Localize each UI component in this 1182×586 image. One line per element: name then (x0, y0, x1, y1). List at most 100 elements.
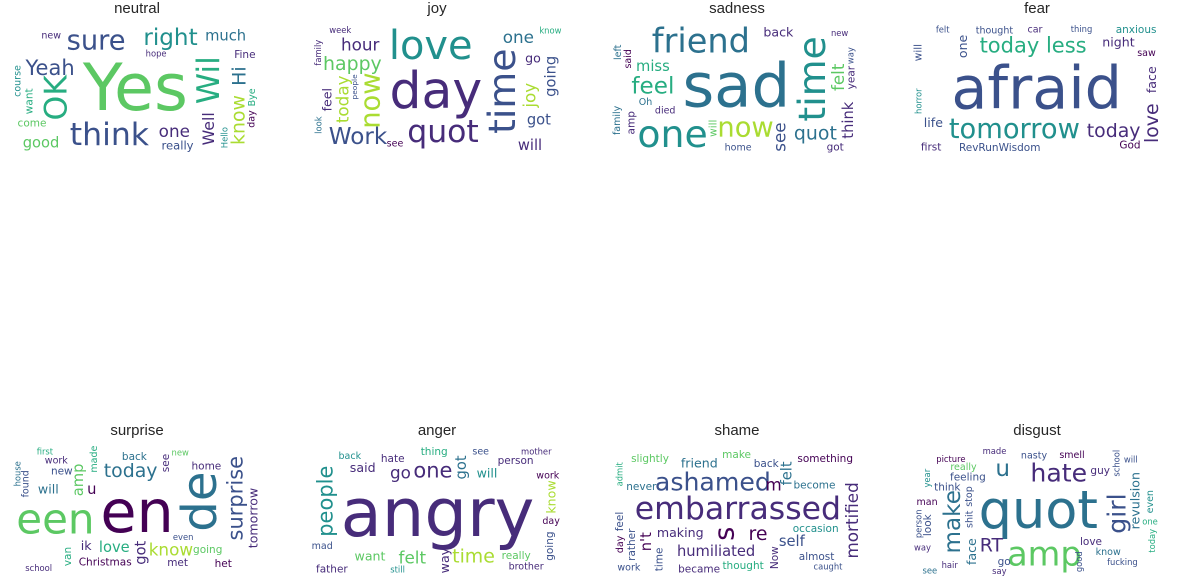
cloud-word: day (615, 535, 626, 553)
cloud-word: got (827, 142, 844, 154)
cloud-word: Bye (247, 88, 258, 106)
cloud-word: good (1074, 551, 1084, 572)
cloud-word: saw (1137, 48, 1156, 59)
cloud-word: mad (312, 541, 333, 552)
cloud-word: man (917, 497, 938, 508)
cloud-word: today (1147, 529, 1157, 553)
cloud-word: friend (681, 455, 718, 470)
cloud-word: today (104, 460, 158, 482)
cloud-word: face (964, 538, 979, 565)
wordcloud-image: angry people one time felt go got know will want w… (312, 446, 562, 576)
cloud-word: en (100, 477, 173, 546)
cloud-word: caught (814, 562, 844, 572)
cloud-word: sure (67, 26, 126, 57)
cloud-word: year (846, 65, 858, 89)
cloud-word: Wil (191, 56, 227, 104)
cloud-word: hate (381, 453, 405, 465)
wordcloud-panel-sadness: sadness sad one time friend now feel quot felt se… (612, 0, 862, 160)
cloud-word: time (790, 36, 834, 121)
cloud-word: RevRunWisdom (959, 142, 1040, 154)
cloud-word: Well (199, 112, 218, 145)
cloud-word: know (543, 480, 558, 513)
cloud-word: really (950, 462, 977, 473)
cloud-word: died (655, 105, 676, 116)
cloud-word: u (87, 481, 96, 498)
cloud-word: said (350, 460, 376, 475)
cloud-word: see (922, 565, 937, 575)
cloud-word: nasty (1021, 450, 1048, 461)
cloud-word: amp (626, 111, 638, 135)
cloud-word: hope (146, 48, 167, 58)
cloud-word: ashamed (655, 468, 771, 497)
cloud-word: time (654, 548, 666, 572)
cloud-word: look (922, 513, 934, 536)
panel-title: joy (427, 0, 447, 17)
cloud-word: felt (828, 63, 848, 91)
cloud-word: still (390, 565, 405, 575)
cloud-word: felt (399, 548, 427, 568)
cloud-word: will (518, 137, 542, 154)
cloud-word: self (779, 533, 806, 550)
cloud-word: een (16, 495, 94, 544)
cloud-word: say (992, 566, 1006, 576)
cloud-word: see (160, 454, 172, 472)
cloud-word: come (18, 117, 47, 129)
cloud-word: will (1124, 455, 1138, 465)
cloud-word: love (389, 24, 473, 69)
cloud-word: home (192, 460, 222, 472)
cloud-word: met (167, 557, 188, 569)
cloud-word: person (498, 455, 534, 467)
cloud-word: make (722, 449, 751, 461)
cloud-word: much (205, 28, 246, 45)
cloud-word: think (70, 117, 150, 153)
panel-title: disgust (1013, 422, 1061, 439)
cloud-word: day (542, 516, 560, 527)
cloud-word: know (227, 95, 249, 145)
cloud-word: love (1080, 536, 1102, 548)
cloud-word: s (710, 527, 741, 541)
wordcloud-image: Yes Wil think OK sure right Yeah Hi know one Well m… (12, 24, 262, 154)
wordcloud-image: embarrassed s ashamed re mortified m humiliate… (612, 446, 862, 576)
cloud-word: way (914, 542, 931, 552)
cloud-word: going (544, 531, 556, 560)
cloud-word: feel (614, 512, 626, 532)
cloud-word: got (453, 455, 470, 479)
cloud-word: rather (626, 528, 638, 561)
cloud-word: back (122, 451, 148, 463)
panel-title: shame (714, 422, 760, 439)
cloud-word: father (316, 563, 348, 575)
cloud-word: know (1096, 547, 1121, 558)
cloud-word: see (770, 122, 790, 151)
cloud-word: go (998, 556, 1011, 568)
cloud-word: made (89, 446, 100, 473)
cloud-word: re (749, 523, 768, 545)
cloud-word: family (612, 105, 623, 135)
cloud-word: Christmas (79, 556, 132, 568)
cloud-word: people (314, 466, 338, 537)
cloud-word: tomorrow (949, 114, 1080, 145)
cloud-word: go (390, 462, 411, 482)
cloud-word: revulsion (1128, 472, 1143, 529)
panel-title: surprise (110, 422, 164, 439)
cloud-word: miss (636, 58, 670, 75)
cloud-word: today (333, 75, 353, 123)
cloud-word: horror (914, 88, 924, 114)
cloud-word: work (617, 563, 640, 574)
cloud-word: u (995, 456, 1010, 482)
cloud-word: became (678, 564, 720, 576)
cloud-word: quot (794, 123, 837, 145)
cloud-word: m (765, 474, 781, 494)
cloud-word: Hi (229, 66, 251, 85)
cloud-word: will (912, 44, 924, 61)
cloud-word: love (1141, 103, 1162, 143)
cloud-word: quot (407, 114, 479, 150)
cloud-word: surprise (224, 456, 248, 541)
cloud-word: Fine (234, 49, 255, 61)
cloud-word: back (754, 458, 780, 470)
cloud-word: think (934, 481, 961, 493)
cloud-word: school (25, 563, 52, 573)
cloud-word: day (247, 110, 258, 128)
cloud-word: going (543, 56, 560, 97)
cloud-word: will (477, 466, 498, 481)
